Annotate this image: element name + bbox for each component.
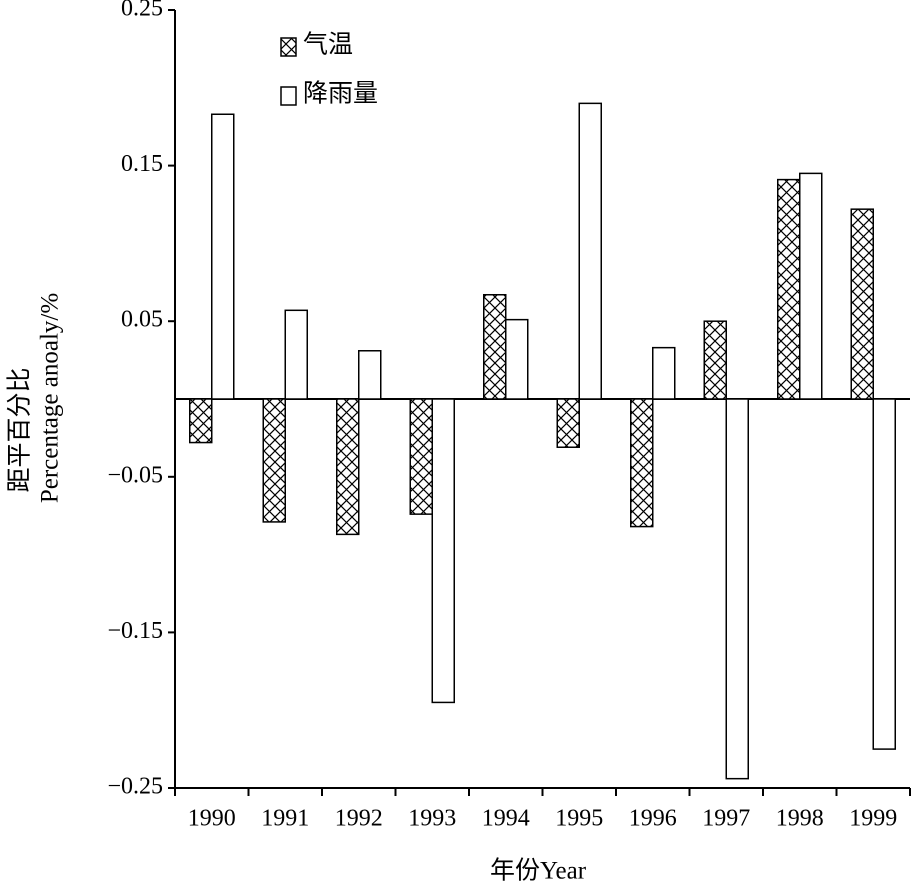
bar: [850, 208, 874, 400]
y-tick-label: 0.05: [121, 307, 163, 333]
bar: [703, 320, 727, 400]
x-tick-label: 1996: [629, 806, 677, 832]
y-axis-label: Percentage anoaly/%: [37, 293, 64, 503]
x-axis-label: 年份Year: [490, 857, 587, 885]
x-tick-label: 1994: [482, 806, 530, 832]
y-tick-label: −0.25: [107, 774, 163, 800]
y-axis-label: 距平百分比: [6, 367, 34, 492]
x-tick-label: 1995: [555, 806, 603, 832]
y-tick-label: −0.05: [107, 462, 163, 488]
bar: [505, 318, 529, 400]
bar: [872, 398, 896, 750]
legend-label: 降雨量: [303, 80, 378, 108]
x-tick-label: 1990: [188, 806, 236, 832]
legend-swatch: [280, 37, 297, 57]
y-tick-label: 0.15: [121, 151, 163, 177]
x-tick-label: 1999: [849, 806, 897, 832]
x-tick-label: 1998: [776, 806, 824, 832]
bar: [630, 398, 654, 528]
bar: [409, 398, 433, 515]
bar: [284, 309, 308, 400]
bar: [358, 350, 382, 400]
x-tick-label: 1997: [702, 806, 750, 832]
bar: [556, 398, 580, 448]
bar: [483, 293, 507, 400]
bar: [777, 178, 801, 400]
y-tick-label: 0.25: [121, 0, 163, 22]
bar: [725, 398, 749, 780]
x-tick-label: 1991: [261, 806, 309, 832]
bar: [578, 102, 602, 400]
bar: [799, 172, 823, 400]
legend-swatch: [280, 86, 297, 106]
bar: [262, 398, 286, 523]
bar: [431, 398, 455, 704]
bar: [211, 113, 235, 400]
x-tick-label: 1993: [408, 806, 456, 832]
bar: [336, 398, 360, 536]
bar: [189, 398, 213, 444]
bar: [652, 346, 676, 400]
y-tick-label: −0.15: [107, 618, 163, 644]
x-tick-label: 1992: [335, 806, 383, 832]
legend-label: 气温: [303, 31, 353, 59]
